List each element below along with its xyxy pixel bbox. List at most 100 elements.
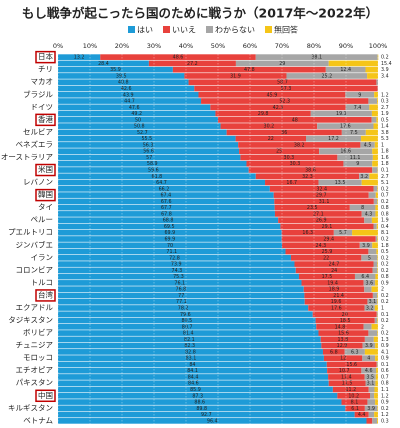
bar-segment: [372, 267, 378, 274]
value-label: 57.3: [281, 86, 292, 92]
value-label: 0.1: [381, 168, 389, 174]
bar-segment: [377, 261, 378, 267]
value-label: 36: [281, 130, 287, 136]
value-label: 8.1: [381, 230, 389, 236]
bar-segment: [58, 311, 313, 318]
bar-segment: [367, 73, 378, 79]
bar-segment: [368, 192, 376, 198]
bar-segment: [58, 305, 309, 311]
bar-segment: [58, 85, 195, 92]
highlight-box: [35, 163, 56, 177]
bar-segment: [100, 54, 256, 60]
value-label: 0.8: [381, 274, 389, 280]
value-label: 13.2: [74, 55, 85, 61]
bar-segment: [273, 192, 369, 198]
value-label: 47.8: [244, 67, 255, 73]
value-label: 29.7: [316, 193, 327, 199]
bar-segment: [298, 273, 355, 280]
value-label: 11.1: [350, 155, 361, 161]
value-label: 12.9: [337, 343, 348, 349]
value-label: 77: [178, 293, 184, 299]
bar-segment: [58, 117, 218, 123]
value-label: 45.9: [267, 92, 278, 98]
value-label: 66.2: [159, 186, 170, 192]
bar-segment: [349, 204, 376, 211]
bar-segment: [365, 129, 378, 136]
bar-segment: [321, 342, 363, 349]
value-label: 70: [167, 243, 173, 249]
value-label: 22: [268, 136, 274, 142]
bar-segment: [274, 198, 374, 205]
bar-segment: [235, 60, 329, 67]
bar-segment: [365, 66, 378, 73]
bar-segment: [375, 355, 378, 361]
value-label: 4.6: [365, 368, 373, 374]
value-label: 82.3: [184, 343, 195, 349]
bar-segment: [377, 254, 378, 261]
value-label: 67.8: [161, 211, 172, 217]
value-label: 4: [367, 356, 370, 362]
value-label: 1.8: [381, 149, 389, 155]
bar-segment: [373, 261, 378, 267]
value-label: 29.4: [323, 237, 334, 243]
category-label: マカオ: [31, 77, 54, 86]
bar-segment: [248, 167, 373, 173]
value-label: 16.7: [286, 180, 297, 186]
bar-segment: [58, 367, 328, 374]
value-label: 67.4: [160, 193, 171, 199]
value-label: 87.3: [192, 393, 203, 399]
value-label: 0.9: [381, 343, 389, 349]
bar-segment: [372, 242, 378, 249]
value-label: 55.5: [141, 136, 152, 142]
bar-segment: [306, 135, 362, 142]
bar-segment: [373, 198, 378, 205]
bar-segment: [372, 418, 378, 424]
value-label: 30.2: [264, 124, 275, 130]
bar-segment: [318, 179, 362, 186]
value-label: 0.2: [381, 331, 389, 337]
value-label: 0.1: [381, 312, 389, 318]
value-label: 1: [381, 142, 384, 148]
bar-segment: [368, 411, 375, 418]
bar-segment: [58, 392, 338, 399]
bar-segment: [58, 185, 270, 192]
bar-segment: [354, 411, 369, 418]
category-label: ベトナム: [23, 416, 53, 425]
bar-segment: [58, 261, 295, 267]
bar-segment: [303, 286, 365, 293]
bar-segment: [375, 273, 378, 280]
value-label: 27.2: [187, 61, 198, 67]
bar-segment: [364, 336, 374, 343]
value-label: 80.7: [182, 324, 193, 330]
value-label: 2.7: [381, 174, 389, 180]
bar-segment: [58, 273, 299, 280]
value-label: 3.2: [360, 174, 368, 180]
category-label: トルコ: [31, 278, 53, 287]
category-label: エクアドル: [16, 303, 54, 312]
value-label: 2: [381, 324, 384, 330]
bar-segment: [364, 405, 378, 412]
bar-segment: [58, 330, 319, 336]
value-label: 56.6: [143, 149, 154, 155]
value-label: 2.7: [381, 105, 389, 111]
value-label: 84: [189, 362, 195, 368]
bar-segment: [58, 160, 247, 167]
bar-segment: [58, 179, 266, 186]
value-label: 0.6: [381, 368, 389, 374]
bar-segment: [265, 179, 319, 186]
value-label: 24.7: [329, 262, 340, 268]
value-label: 21.4: [333, 293, 344, 299]
bar-segment: [220, 123, 318, 129]
value-label: 69.5: [164, 224, 175, 230]
bar-segment: [317, 123, 374, 129]
category-label: タジキスタン: [8, 316, 53, 325]
bar-segment: [58, 292, 305, 299]
bar-segment: [58, 418, 367, 424]
value-label: 0.9: [381, 280, 389, 286]
value-label: 0.2: [381, 406, 389, 412]
bar-segment: [375, 374, 378, 380]
value-label: 24: [331, 268, 337, 274]
legend-label: わからない: [215, 26, 255, 35]
bar-segment: [58, 399, 342, 405]
highlight-box: [35, 113, 56, 127]
